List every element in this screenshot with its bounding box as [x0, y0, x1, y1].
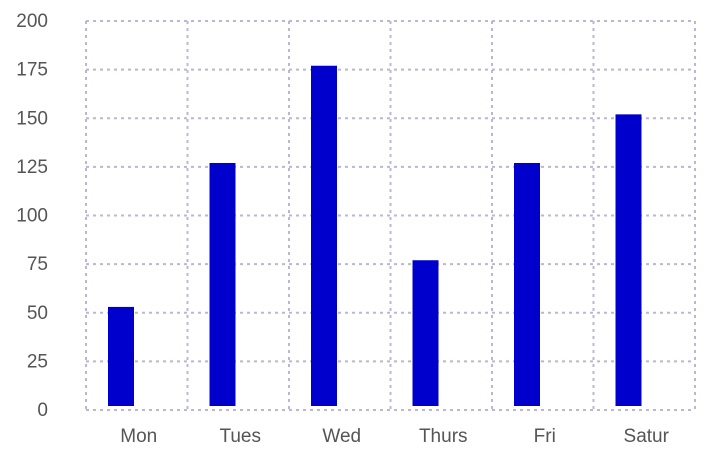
- y-tick-label: 100: [16, 206, 48, 227]
- x-tick-label: Fri: [534, 426, 556, 447]
- x-tick-label: Thurs: [419, 426, 468, 447]
- bar-fri: [514, 162, 540, 406]
- bar-tues: [209, 162, 236, 406]
- bar-satur: [615, 114, 642, 407]
- x-axis-ticks: Mon Tues Wed Thurs Fri Satur: [120, 426, 669, 447]
- y-tick-label: 75: [27, 254, 48, 275]
- y-tick-label: 0: [37, 400, 48, 421]
- bar-wed: [311, 65, 337, 407]
- y-tick-label: 125: [16, 157, 48, 178]
- bar-mon: [108, 306, 134, 406]
- x-tick-label: Mon: [120, 426, 157, 447]
- grid-lines: [85, 20, 696, 411]
- y-axis-ticks: 0 25 50 75 100 125 150 175 200: [16, 11, 48, 421]
- x-tick-label: Satur: [624, 426, 670, 447]
- y-tick-label: 25: [27, 351, 48, 372]
- y-tick-label: 150: [16, 108, 48, 129]
- bar-thurs: [412, 260, 439, 406]
- y-tick-label: 50: [27, 303, 48, 324]
- y-tick-label: 175: [16, 60, 48, 81]
- x-tick-label: Tues: [219, 426, 261, 447]
- bars: [108, 65, 642, 407]
- y-tick-label: 200: [16, 11, 48, 32]
- x-tick-label: Wed: [322, 426, 361, 447]
